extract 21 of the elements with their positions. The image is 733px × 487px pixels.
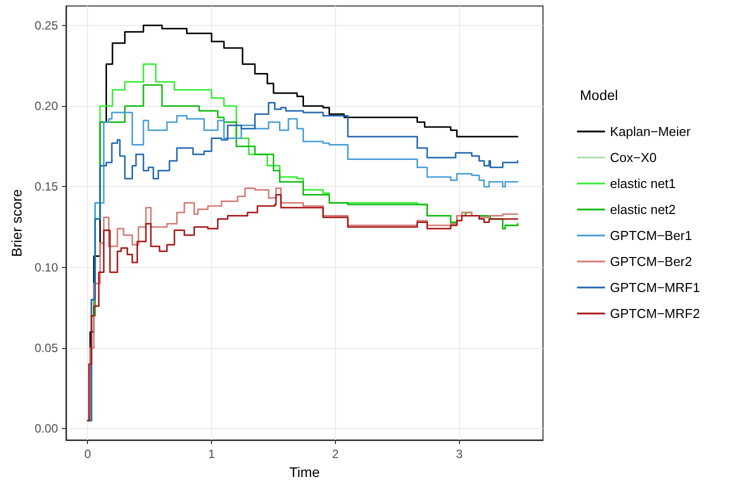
x-axis-title: Time bbox=[289, 464, 320, 480]
legend-label: Kaplan−Meier bbox=[610, 124, 692, 139]
legend-label: GPTCM−Ber2 bbox=[610, 254, 692, 269]
y-tick-label: 0.05 bbox=[34, 341, 58, 356]
y-tick-label: 0.25 bbox=[34, 18, 58, 32]
legend-title: Model bbox=[580, 87, 618, 103]
y-tick-label: 0.10 bbox=[34, 260, 58, 274]
x-tick-label: 0 bbox=[84, 447, 92, 461]
legend-label: GPTCM−MRF1 bbox=[610, 280, 700, 295]
y-tick-label: 0.00 bbox=[34, 422, 58, 436]
x-tick-label: 3 bbox=[456, 447, 464, 461]
legend-label: Cox−X0 bbox=[610, 150, 657, 165]
y-axis-title: Brier score bbox=[8, 188, 25, 257]
legend-label: elastic net2 bbox=[610, 202, 676, 217]
x-tick-label: 1 bbox=[208, 447, 216, 461]
legend-label: GPTCM−Ber1 bbox=[610, 228, 692, 243]
x-tick-label: 2 bbox=[332, 447, 340, 461]
y-tick-label: 0.20 bbox=[34, 99, 58, 114]
y-tick-label: 0.15 bbox=[34, 180, 58, 194]
legend-label: elastic net1 bbox=[610, 176, 676, 191]
legend-label: GPTCM−MRF2 bbox=[610, 306, 700, 321]
